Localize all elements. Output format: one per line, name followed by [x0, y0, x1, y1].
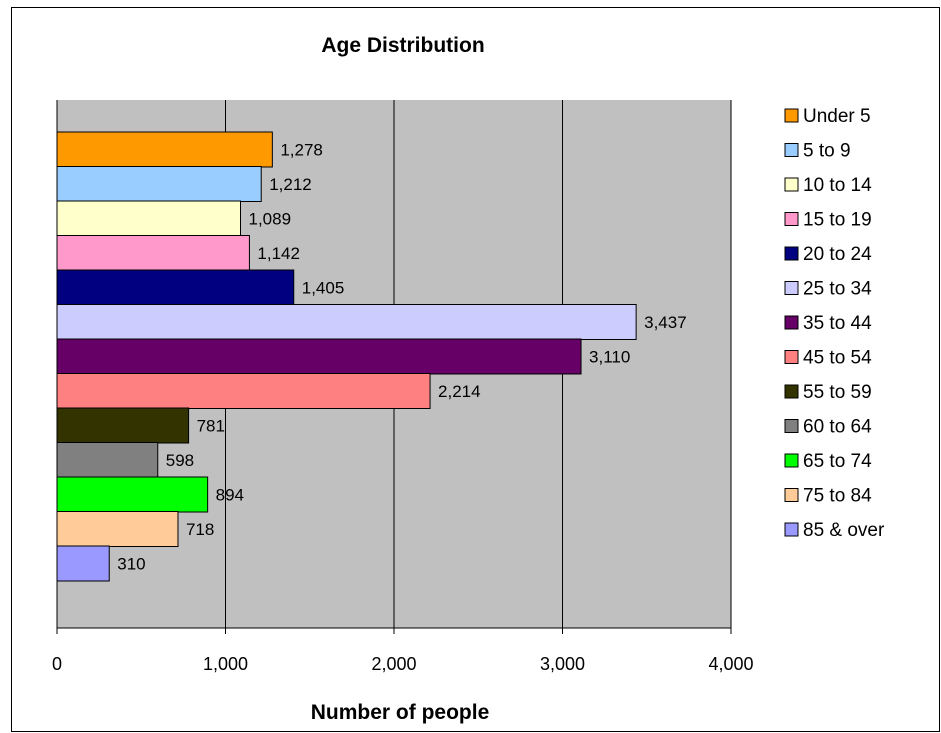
bar-5-to-9	[56, 166, 262, 202]
bar-65-to-74	[56, 476, 209, 513]
legend-swatch	[784, 522, 799, 537]
data-label: 781	[197, 417, 225, 436]
legend-swatch	[784, 453, 799, 468]
bar-75-to-84	[56, 511, 179, 547]
legend-label: 20 to 24	[803, 244, 872, 265]
data-label: 598	[166, 451, 194, 470]
legend-swatch	[784, 246, 799, 261]
bar-85-over	[56, 545, 110, 582]
chart-title: Age Distribution	[321, 34, 484, 57]
bars-group	[56, 131, 637, 582]
x-tick-label: 1,000	[203, 654, 248, 674]
legend-label: 55 to 59	[803, 382, 872, 403]
data-label: 894	[216, 486, 244, 505]
legend-label: 10 to 14	[803, 175, 872, 196]
legend-swatch	[784, 315, 799, 330]
bar-under-5	[56, 131, 273, 168]
data-label: 3,437	[644, 313, 687, 332]
bar-55-to-59	[56, 407, 190, 444]
legend-label: 15 to 19	[803, 210, 872, 231]
legend-swatch	[784, 384, 799, 399]
x-tick-label: 3,000	[540, 654, 585, 674]
legend-label: Under 5	[803, 106, 871, 127]
legend-label: 5 to 9	[803, 141, 851, 162]
bar-45-to-54	[56, 373, 431, 409]
legend-swatch	[784, 281, 799, 295]
data-label: 1,405	[302, 279, 345, 298]
legend-swatch	[784, 419, 799, 433]
legend-swatch	[784, 143, 799, 157]
data-label: 2,214	[438, 382, 481, 401]
legend-label: 75 to 84	[803, 486, 872, 507]
legend-label: 65 to 74	[803, 451, 872, 472]
bar-10-to-14	[56, 200, 241, 237]
data-label: 718	[186, 520, 214, 539]
legend-swatch	[784, 488, 799, 502]
data-label: 1,089	[248, 210, 291, 229]
bar-25-to-34	[56, 304, 637, 340]
x-tick-label: 2,000	[371, 654, 416, 674]
legend-swatch	[784, 108, 799, 123]
legend-label: 45 to 54	[803, 348, 872, 369]
legend-label: 25 to 34	[803, 279, 872, 300]
legend-swatch	[784, 177, 799, 192]
x-tick-label: 4,000	[708, 654, 753, 674]
bar-60-to-64	[56, 442, 159, 478]
bar-15-to-19	[56, 235, 250, 271]
legend-label: 85 & over	[803, 520, 885, 541]
legend-label: 60 to 64	[803, 417, 872, 438]
legend-swatch	[784, 212, 799, 226]
data-label: 1,212	[269, 175, 312, 194]
x-tick-label: 0	[52, 654, 62, 674]
x-axis: 0 1,000 2,000 3,000 4,000	[52, 100, 754, 674]
bar-35-to-44	[56, 338, 582, 375]
legend-label: 35 to 44	[803, 313, 872, 334]
legend: Under 5 5 to 9 10 to 14 15 to 19 20 to 24 25 …	[784, 106, 885, 541]
data-label: 310	[117, 555, 145, 574]
bar-20-to-24	[56, 269, 295, 306]
data-label: 1,278	[280, 141, 323, 160]
legend-swatch	[784, 350, 799, 364]
data-label: 1,142	[257, 244, 300, 263]
data-label: 3,110	[589, 348, 630, 367]
x-axis-label: Number of people	[311, 701, 490, 724]
